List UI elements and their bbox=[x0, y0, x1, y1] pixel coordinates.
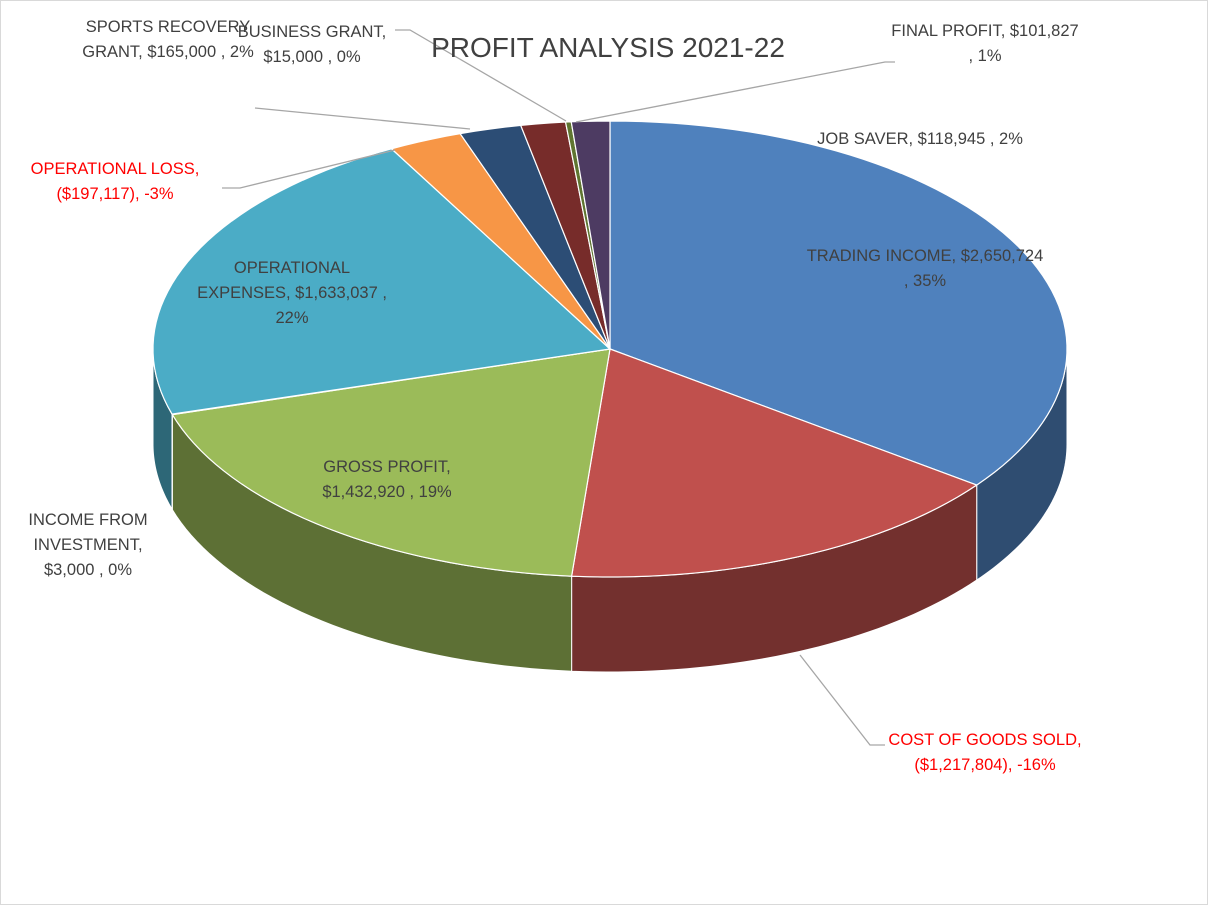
data-label: GROSS PROFIT, $1,432,920 , 19% bbox=[322, 458, 452, 501]
data-label: OPERATIONAL EXPENSES, $1,633,037 , 22% bbox=[197, 259, 387, 327]
slice bbox=[570, 120, 611, 350]
leader-line bbox=[254, 107, 471, 130]
slice bbox=[152, 148, 612, 415]
leader-line bbox=[799, 654, 885, 746]
data-label: SPORTS RECOVERY GRANT, $165,000 , 2% bbox=[82, 18, 254, 61]
data-label: OPERATIONAL LOSS, ($197,117), -3% bbox=[30, 160, 200, 203]
data-label: TRADING INCOME, $2,650,724 , 35% bbox=[806, 247, 1044, 290]
leader-line bbox=[395, 29, 567, 122]
chart-title: PROFIT ANALYSIS 2021-22 bbox=[431, 32, 785, 63]
slice bbox=[171, 348, 611, 577]
data-label: FINAL PROFIT, $101,827 , 1% bbox=[891, 22, 1079, 65]
data-label: INCOME FROM INVESTMENT, $3,000 , 0% bbox=[28, 511, 148, 579]
leader-line bbox=[222, 149, 396, 189]
slice bbox=[570, 348, 979, 578]
data-label: JOB SAVER, $118,945 , 2% bbox=[817, 130, 1023, 148]
slice bbox=[609, 120, 1068, 486]
slice bbox=[390, 132, 611, 350]
data-label: COST OF GOODS SOLD, ($1,217,804), -16% bbox=[888, 731, 1082, 774]
leader-line bbox=[575, 61, 895, 123]
data-label: BUSINESS GRANT, $15,000 , 0% bbox=[237, 23, 387, 66]
